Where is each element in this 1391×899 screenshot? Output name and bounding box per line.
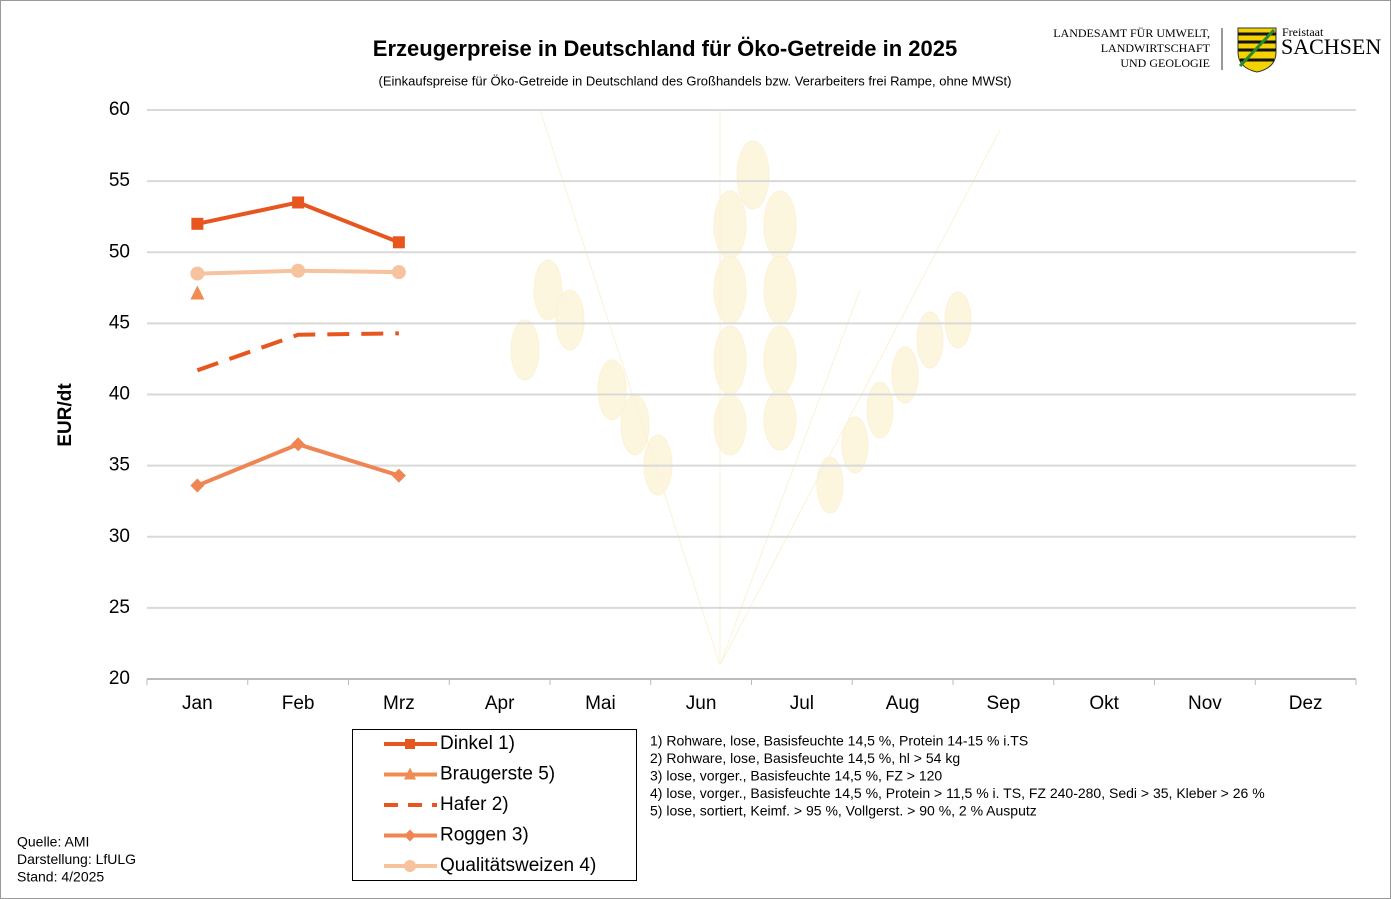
chart-subtitle: (Einkaufspreise für Öko-Getreide in Deut…: [379, 73, 1012, 88]
legend-label: Roggen 3): [440, 825, 529, 846]
marker: [190, 285, 205, 300]
x-tick-label: Apr: [485, 693, 515, 714]
logo-stripes: [1238, 32, 1276, 62]
marker: [191, 217, 204, 230]
source-note: Stand: 4/2025: [17, 869, 104, 885]
y-tick-label: 60: [109, 99, 130, 120]
legend-label: Dinkel 1): [440, 733, 515, 754]
logo-text: Freistaat: [1282, 25, 1324, 39]
marker: [392, 236, 405, 249]
marker: [391, 265, 406, 280]
x-tick-label: Feb: [282, 693, 315, 714]
logo-crown: [1238, 28, 1276, 68]
series-line: [196, 331, 399, 373]
marker: [291, 437, 306, 452]
footnote: 3) lose, vorger., Basisfeuchte 14,5 %, F…: [650, 768, 942, 784]
legend-label: Qualitätsweizen 4): [440, 855, 596, 876]
x-tick-label: Mai: [585, 693, 616, 714]
x-tick-label: Jun: [686, 693, 717, 714]
logo: LANDESAMT FÜR UMWELT, LANDWIRTSCHAFT UND…: [1053, 25, 1381, 73]
y-tick-label: 50: [109, 241, 130, 262]
x-tick-label: Mrz: [383, 693, 415, 714]
footnote: 1) Rohware, lose, Basisfeuchte 14,5 %, P…: [650, 733, 1028, 749]
x-tick-label: Sep: [986, 693, 1020, 714]
y-tick-label: 45: [109, 312, 130, 333]
y-tick-label: 55: [109, 170, 130, 191]
x-tick-label: Dez: [1289, 693, 1323, 714]
legend-label: Braugerste 5): [440, 764, 555, 785]
x-tick-label: Nov: [1188, 693, 1222, 714]
x-tick-label: Aug: [886, 693, 920, 714]
y-tick-label: 30: [109, 526, 130, 547]
marker: [405, 739, 415, 749]
y-tick-label: 25: [109, 597, 130, 618]
marker: [292, 196, 305, 209]
logo-text: SACHSEN: [1281, 34, 1381, 59]
marker: [190, 266, 205, 281]
y-axis-label: EUR/dt: [55, 383, 76, 447]
footnote: 2) Rohware, lose, Basisfeuchte 14,5 %, h…: [650, 750, 960, 766]
legend-box: [352, 729, 637, 881]
wheat-watermark: [510, 109, 1001, 666]
chart-title: Erzeugerpreise in Deutschland für Öko-Ge…: [373, 36, 957, 61]
footnote: 5) lose, sortiert, Keimf. > 95 %, Vollge…: [650, 803, 1037, 819]
legend-label: Hafer 2): [440, 794, 509, 815]
y-tick-label: 35: [109, 455, 130, 476]
source-note: Darstellung: LfULG: [17, 851, 136, 867]
source-note: Quelle: AMI: [17, 834, 89, 850]
marker: [291, 263, 306, 278]
marker: [404, 767, 416, 780]
marker: [404, 860, 416, 872]
logo-text: LANDWIRTSCHAFT: [1101, 41, 1211, 55]
y-tick-label: 20: [109, 668, 130, 689]
x-tick-label: Jan: [182, 693, 213, 714]
x-tick-label: Jul: [790, 693, 814, 714]
y-tick-label: 40: [109, 384, 130, 405]
logo-text: LANDESAMT FÜR UMWELT,: [1053, 26, 1210, 40]
marker: [391, 468, 406, 483]
marker: [404, 829, 416, 842]
marker: [190, 478, 205, 493]
footnote: 4) lose, vorger., Basisfeuchte 14,5 %, P…: [650, 785, 1265, 801]
logo-text: UND GEOLOGIE: [1120, 56, 1210, 70]
x-tick-label: Okt: [1089, 693, 1119, 714]
